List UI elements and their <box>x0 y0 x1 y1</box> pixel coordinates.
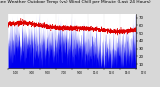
Text: 11:0: 11:0 <box>93 71 99 75</box>
Text: 15:0: 15:0 <box>125 71 131 75</box>
Text: 1:00: 1:00 <box>13 71 19 75</box>
Text: 5:00: 5:00 <box>45 71 51 75</box>
Text: 7:00: 7:00 <box>61 71 67 75</box>
Text: 9:00: 9:00 <box>77 71 83 75</box>
Text: 17:0: 17:0 <box>141 71 147 75</box>
Text: 3:00: 3:00 <box>29 71 35 75</box>
Text: 13:0: 13:0 <box>109 71 115 75</box>
Text: Milwaukee Weather Outdoor Temp (vs) Wind Chill per Minute (Last 24 Hours): Milwaukee Weather Outdoor Temp (vs) Wind… <box>0 0 151 4</box>
